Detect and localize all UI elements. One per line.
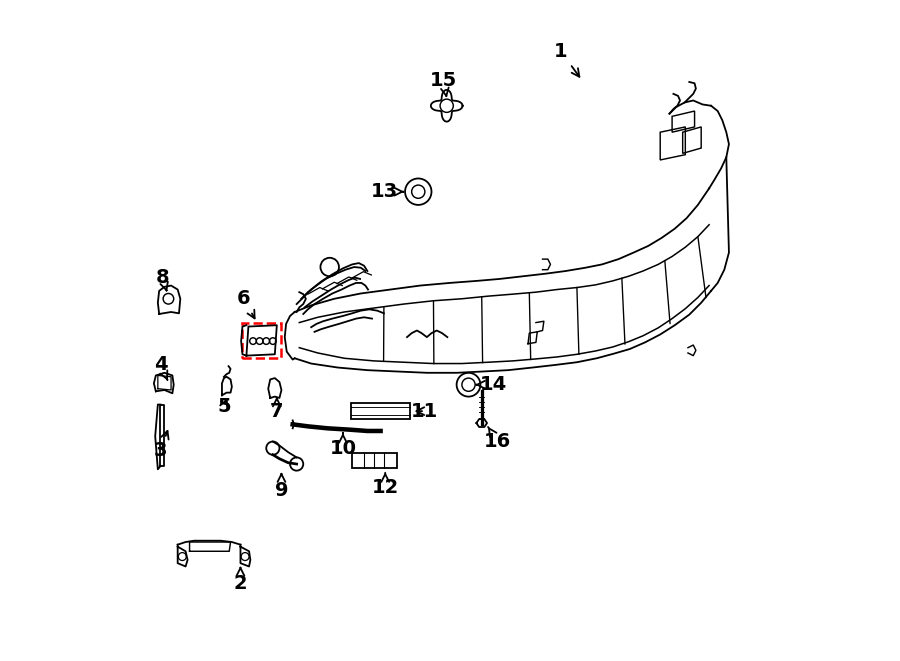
- Text: 12: 12: [372, 473, 399, 497]
- Text: 10: 10: [329, 433, 356, 457]
- Text: 13: 13: [370, 182, 403, 201]
- Text: 4: 4: [154, 356, 167, 380]
- Text: 16: 16: [484, 427, 511, 451]
- Text: 2: 2: [234, 567, 248, 592]
- Text: 5: 5: [217, 397, 230, 416]
- Text: 15: 15: [430, 71, 457, 97]
- Text: 9: 9: [274, 474, 288, 500]
- Bar: [242, 323, 281, 358]
- Text: 11: 11: [411, 402, 438, 420]
- Text: 6: 6: [237, 290, 255, 319]
- Text: 3: 3: [154, 431, 168, 460]
- Text: 1: 1: [554, 42, 580, 77]
- Text: 7: 7: [270, 398, 284, 420]
- Text: 8: 8: [156, 268, 169, 291]
- Text: 14: 14: [476, 375, 507, 394]
